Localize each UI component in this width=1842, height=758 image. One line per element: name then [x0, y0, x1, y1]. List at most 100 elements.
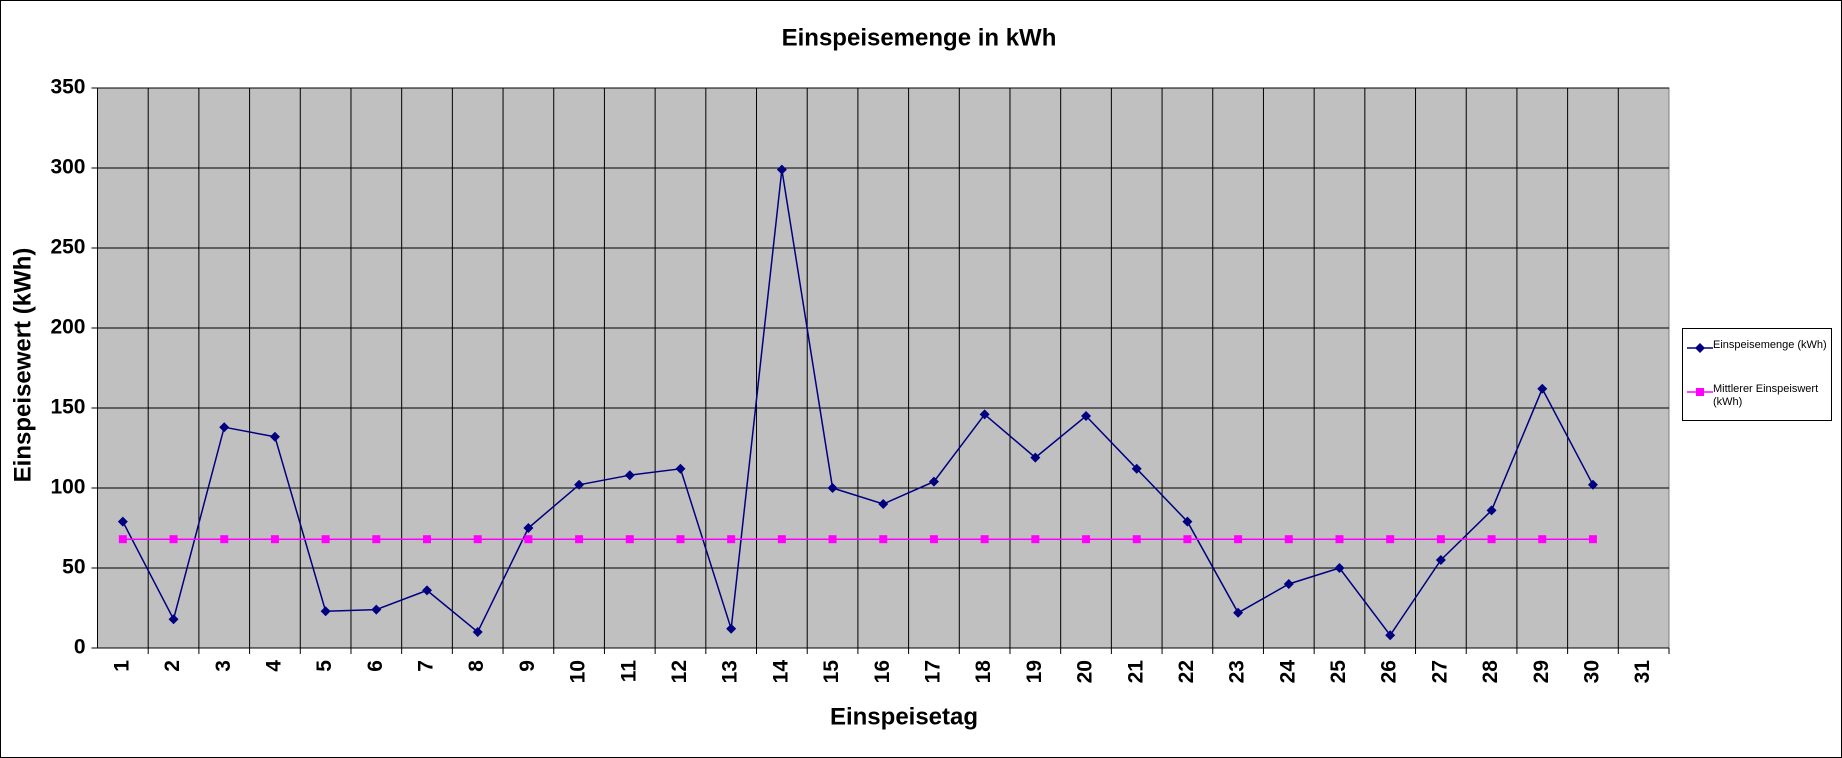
x-tick-label: 8 [465, 660, 488, 672]
marker [473, 535, 482, 544]
x-tick-label: 19 [1023, 660, 1046, 683]
x-tick-label: 1 [110, 660, 133, 672]
marker [220, 535, 229, 544]
marker [1182, 516, 1193, 527]
x-tick-label: 29 [1530, 660, 1553, 683]
marker [574, 479, 585, 490]
marker [1487, 535, 1496, 544]
x-tick-label: 26 [1378, 660, 1401, 683]
marker [979, 409, 990, 420]
marker [1234, 535, 1243, 544]
marker [777, 535, 786, 544]
x-tick-label: 22 [1175, 660, 1198, 683]
marker [827, 483, 838, 493]
marker [878, 499, 889, 509]
marker [320, 606, 331, 617]
marker [523, 523, 534, 533]
y-tick-label: 0 [74, 636, 86, 659]
marker [422, 585, 433, 596]
y-tick-label: 300 [50, 156, 85, 179]
x-tick-label: 7 [415, 660, 438, 672]
marker [321, 535, 330, 544]
marker [1131, 463, 1142, 474]
legend-swatch [1687, 388, 1713, 396]
x-tick-label: 21 [1124, 660, 1147, 684]
x-tick-label: 23 [1226, 660, 1249, 683]
marker [1082, 535, 1091, 544]
x-tick-label: 4 [262, 660, 285, 672]
marker [1334, 563, 1345, 573]
x-tick-label: 17 [921, 660, 944, 683]
marker [1081, 411, 1092, 421]
x-tick-label: 15 [820, 660, 843, 684]
marker [1537, 383, 1548, 394]
legend-label: Einspeisemenge (kWh) [1713, 339, 1827, 351]
marker [117, 516, 128, 527]
x-tick-label: 13 [719, 660, 742, 683]
marker [1335, 535, 1344, 544]
marker [1030, 452, 1041, 463]
marker [1284, 535, 1293, 544]
marker [1538, 535, 1547, 544]
marker [1587, 479, 1598, 490]
chart-title: Einspeisemenge in kWh [782, 24, 1057, 51]
marker [472, 627, 483, 637]
marker [726, 623, 737, 634]
legend-item: Einspeisemenge (kWh) [1683, 339, 1833, 369]
x-tick-label: 14 [769, 660, 792, 684]
y-axis-label: Einspeisewert (kWh) [9, 248, 36, 483]
x-tick-label: 27 [1428, 660, 1451, 683]
x-tick-label: 25 [1327, 660, 1350, 684]
plot-area [97, 87, 1670, 649]
x-tick-label: 30 [1581, 660, 1604, 683]
x-tick-label: 6 [364, 660, 387, 672]
x-tick-label: 9 [516, 660, 539, 672]
marker [269, 431, 280, 442]
marker [169, 535, 178, 544]
marker [624, 470, 635, 481]
x-tick-label: 20 [1074, 660, 1097, 683]
x-tick-label: 16 [871, 660, 894, 683]
x-tick-label: 12 [668, 660, 691, 683]
x-tick-label: 2 [161, 660, 184, 672]
x-tick-label: 3 [212, 660, 235, 672]
legend-item: Mittlerer Einspeiswert (kWh) [1683, 383, 1833, 413]
marker [1588, 535, 1597, 544]
marker [575, 535, 584, 544]
x-tick-label: 11 [617, 660, 640, 683]
marker [1183, 535, 1192, 544]
x-tick-label: 24 [1276, 660, 1299, 684]
marker [118, 535, 127, 544]
marker [1386, 535, 1395, 544]
y-tick-label: 250 [50, 236, 85, 259]
x-tick-label: 28 [1479, 660, 1502, 684]
marker [1486, 505, 1497, 516]
marker [727, 535, 736, 544]
legend-swatch [1687, 343, 1713, 353]
marker [1132, 535, 1141, 544]
marker [928, 476, 939, 487]
marker [219, 422, 230, 433]
marker [776, 164, 787, 175]
y-tick-label: 200 [50, 316, 85, 339]
marker [1031, 535, 1040, 544]
x-axis-label: Einspeisetag [830, 703, 978, 730]
marker [625, 535, 634, 544]
marker [828, 535, 837, 544]
marker [879, 535, 888, 544]
x-tick-label: 10 [567, 660, 590, 683]
marker [371, 604, 382, 615]
marker [1385, 630, 1396, 641]
marker [423, 535, 432, 544]
legend: Einspeisemenge (kWh) Mittlerer Einspeiswe… [1682, 328, 1832, 421]
marker [1695, 343, 1705, 353]
marker [524, 535, 533, 544]
marker [168, 614, 179, 625]
x-tick-label: 18 [972, 660, 995, 684]
marker [1283, 579, 1294, 589]
marker [372, 535, 381, 544]
marker [1436, 535, 1445, 544]
x-tick-label: 5 [313, 660, 336, 672]
